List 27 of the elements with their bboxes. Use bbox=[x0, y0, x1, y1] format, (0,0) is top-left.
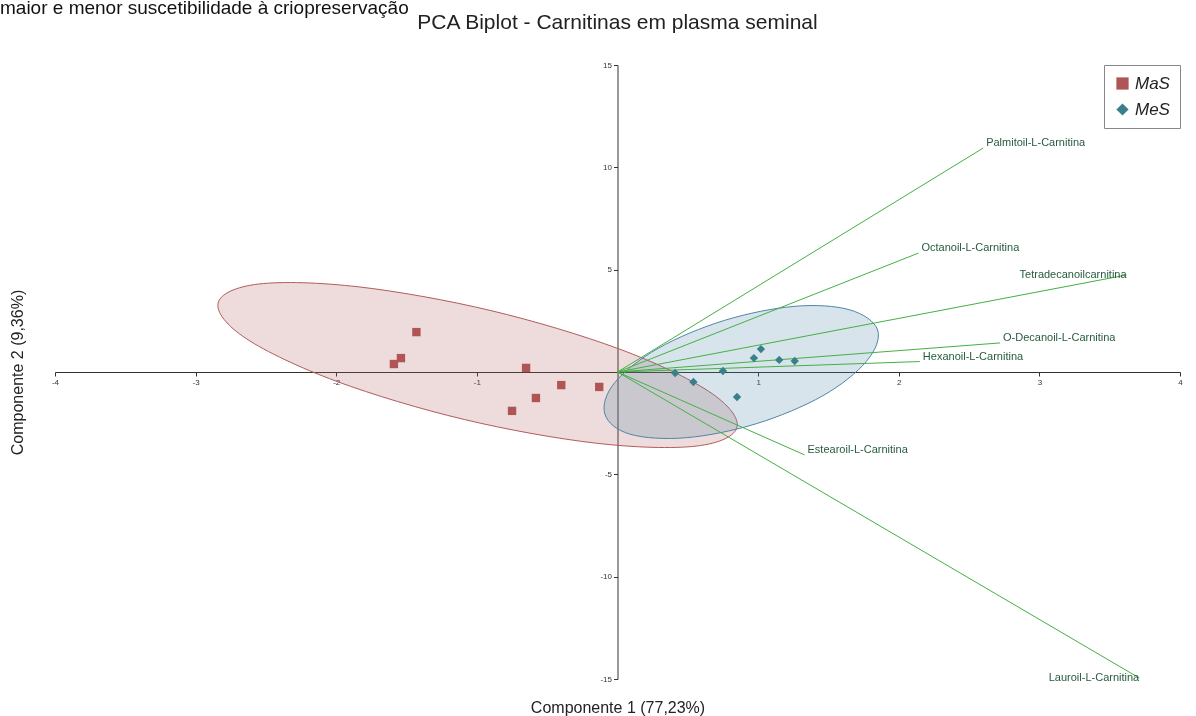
x-tick-label: -2 bbox=[333, 377, 341, 387]
chart-title: PCA Biplot - Carnitinas em plasma seminal bbox=[417, 10, 818, 33]
x-tick-label: -3 bbox=[192, 377, 201, 387]
x-tick-label: 1 bbox=[756, 377, 762, 387]
y-tick-label: -5 bbox=[604, 469, 613, 479]
x-tick-label: 4 bbox=[1178, 377, 1184, 387]
y-tick-label: 5 bbox=[607, 265, 613, 275]
series-label: Octanoil-L-Carnitina bbox=[921, 241, 1021, 254]
y-tick-label: 10 bbox=[603, 162, 613, 172]
x-axis-title: Componente 1 (77,23%) bbox=[530, 698, 706, 716]
y-tick-label: -15 bbox=[600, 674, 613, 684]
series-label: O-Decanoil-L-Carnitina bbox=[1003, 330, 1117, 343]
legend-label: MaS bbox=[1135, 73, 1171, 93]
x-tick-label: 2 bbox=[897, 377, 903, 387]
chart-subtitle: maior e menor suscetibilidade à criopreservação bbox=[0, 0, 409, 18]
x-tick-label: -1 bbox=[473, 377, 482, 387]
legend-label: MeS bbox=[1135, 99, 1171, 119]
series-label: Lauroil-L-Carnitina bbox=[1048, 670, 1141, 683]
series-label: Hexanoil-L-Carnitina bbox=[922, 349, 1024, 362]
series-label: Palmitoil-L-Carnitina bbox=[986, 136, 1087, 149]
y-tick-label: -10 bbox=[600, 572, 613, 582]
series-label: Estearoil-L-Carnitina bbox=[807, 442, 909, 455]
y-axis-title: Componente 2 (9,36%) bbox=[8, 289, 26, 456]
series-label: Tetradecanoilcarnitina bbox=[1019, 267, 1128, 280]
y-tick-label: 15 bbox=[603, 60, 613, 70]
x-tick-label: -4 bbox=[51, 377, 60, 387]
x-tick-label: 3 bbox=[1037, 377, 1043, 387]
